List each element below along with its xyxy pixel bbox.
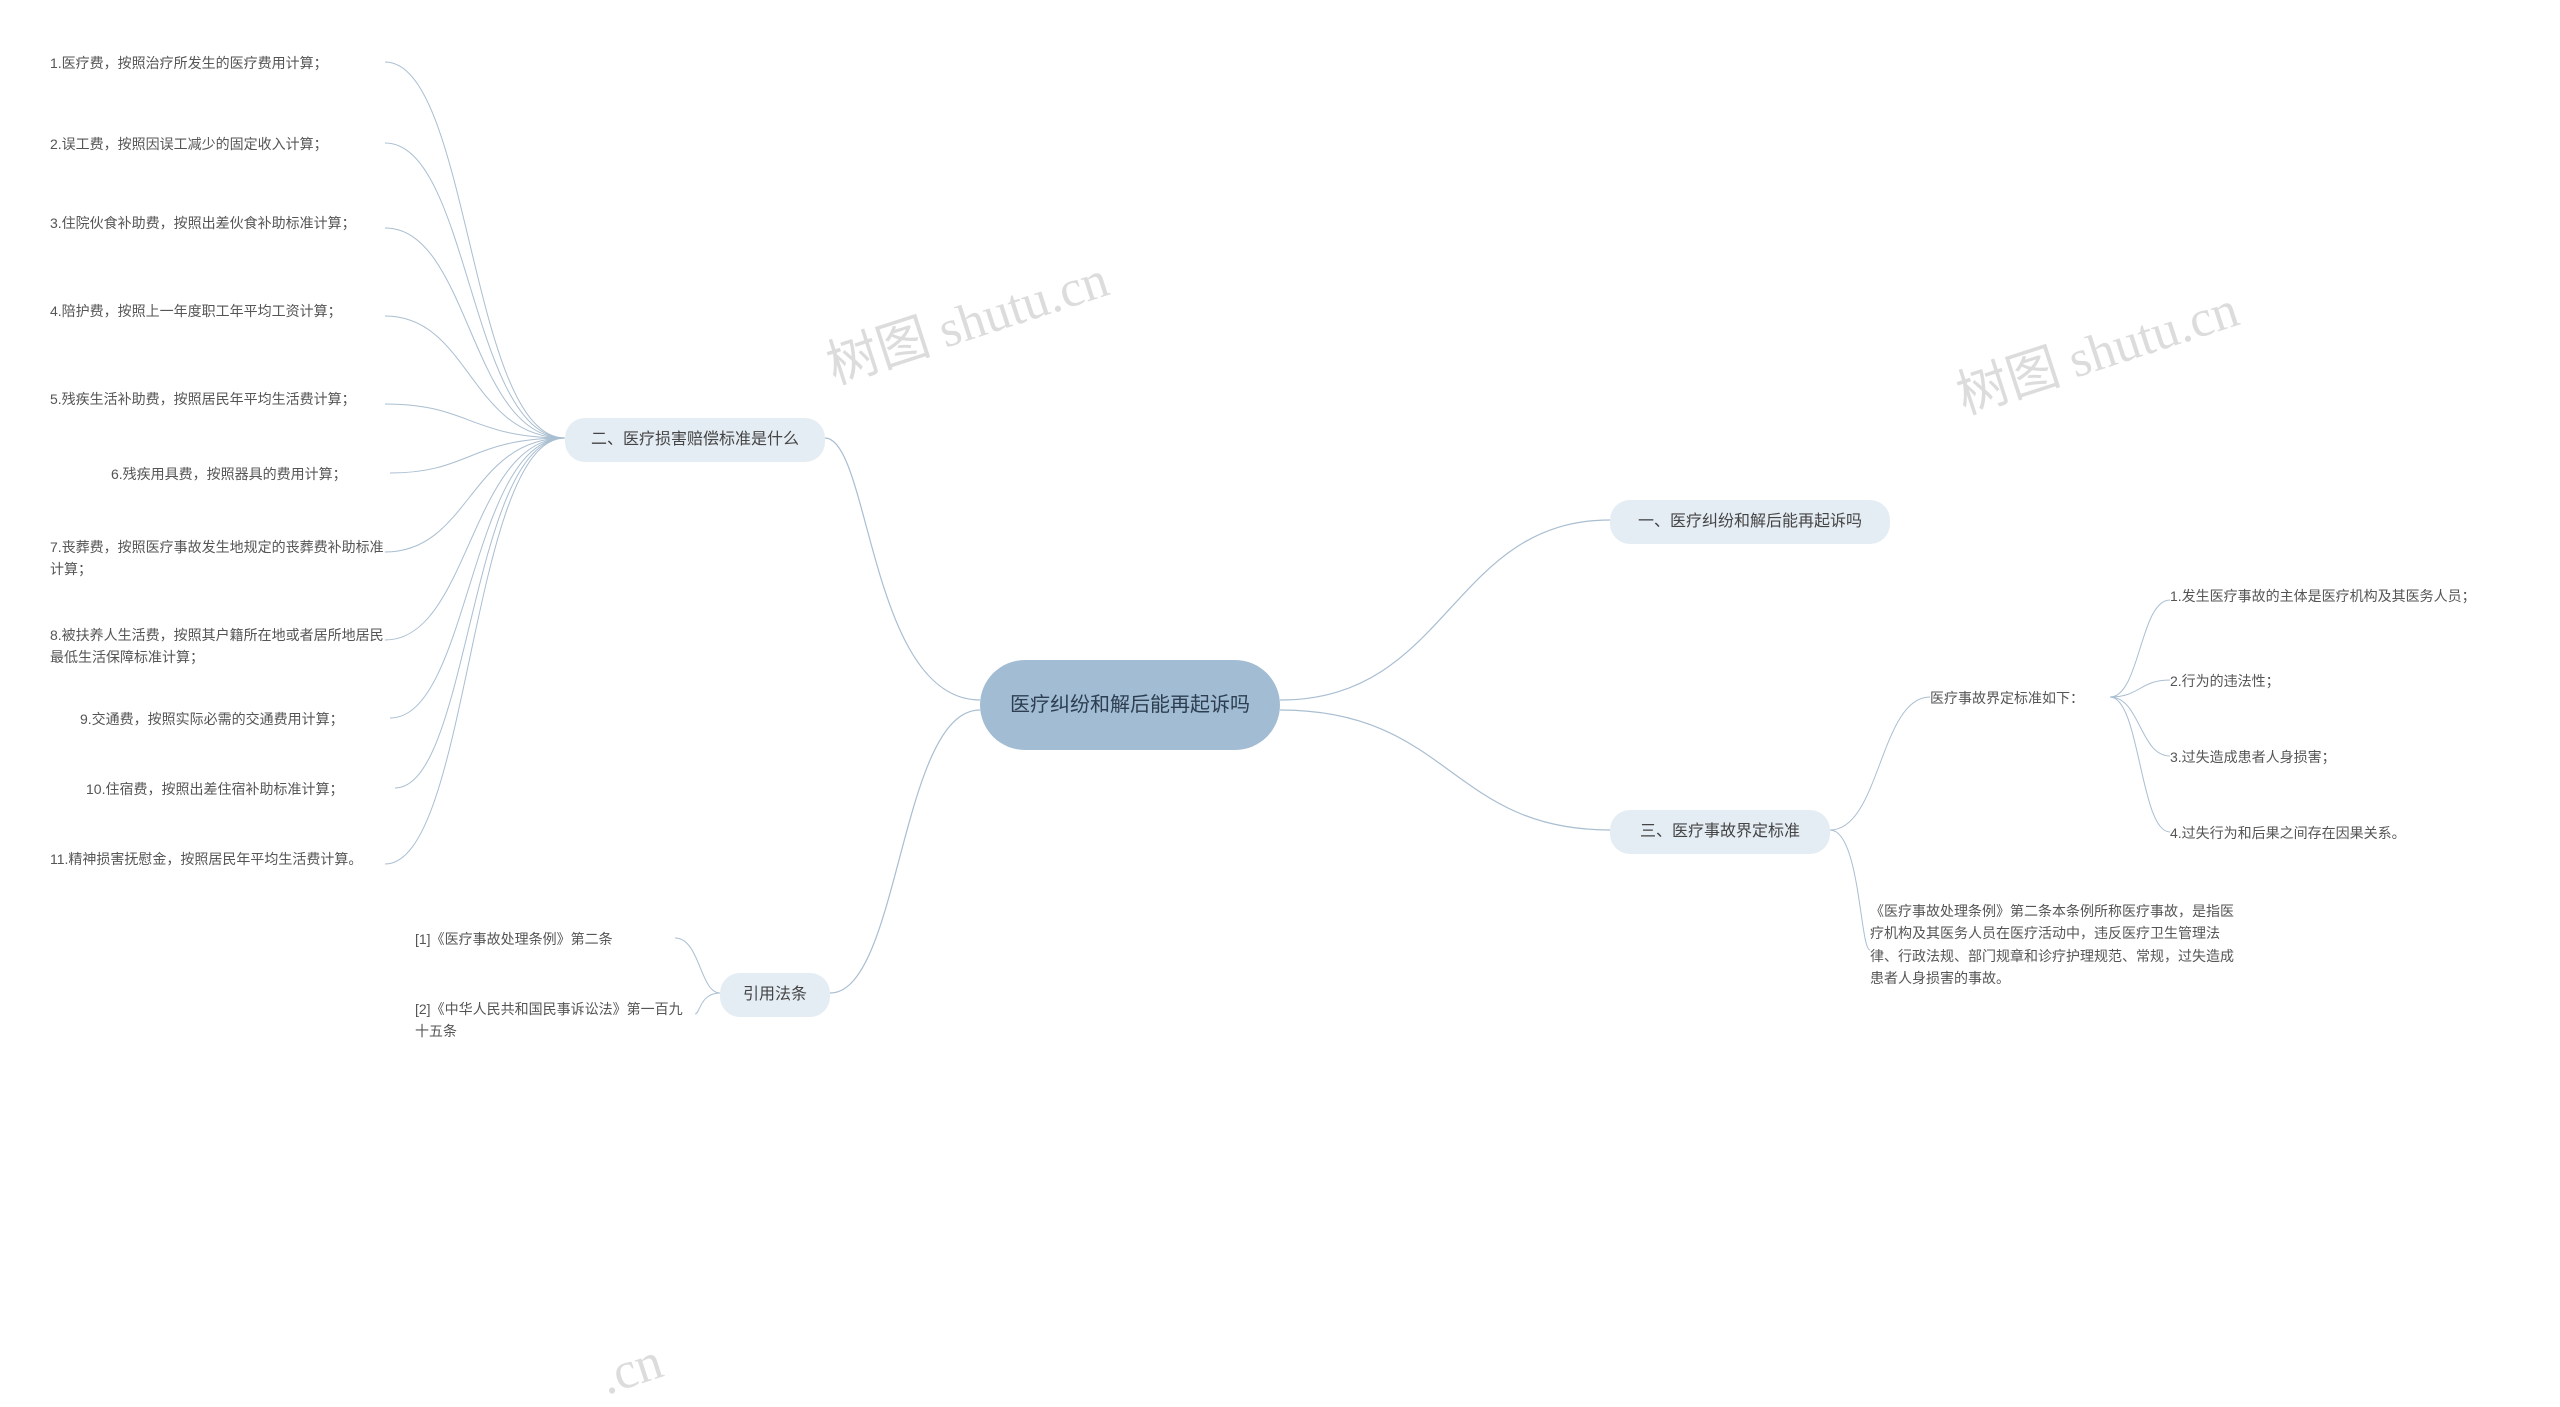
leaf-node: 3.过失造成患者人身损害；: [2170, 746, 2420, 768]
leaf-node: [1]《医疗事故处理条例》第二条: [415, 928, 675, 950]
root-label: 医疗纠纷和解后能再起诉吗: [1010, 690, 1250, 720]
leaf-node: 1.医疗费，按照治疗所发生的医疗费用计算；: [50, 52, 380, 74]
leaf-node: 7.丧葬费，按照医疗事故发生地规定的丧葬费补助标准计算；: [50, 536, 385, 581]
leaf-node: 2.误工费，按照因误工减少的固定收入计算；: [50, 133, 380, 155]
leaf-node: 1.发生医疗事故的主体是医疗机构及其医务人员；: [2170, 585, 2500, 607]
leaf-node: 3.住院伙食补助费，按照出差伙食补助标准计算；: [50, 212, 385, 234]
leaf-node: 2.行为的违法性；: [2170, 670, 2370, 692]
branch-label: 引用法条: [743, 983, 807, 1007]
leaf-node: 9.交通费，按照实际必需的交通费用计算；: [80, 708, 390, 730]
leaf-node: [2]《中华人民共和国民事诉讼法》第一百九十五条: [415, 998, 695, 1043]
branch-node-1: 一、医疗纠纷和解后能再起诉吗: [1610, 500, 1890, 544]
leaf-node: 8.被扶养人生活费，按照其户籍所在地或者居所地居民最低生活保障标准计算；: [50, 624, 385, 669]
leaf-node: 11.精神损害抚慰金，按照居民年平均生活费计算。: [50, 848, 385, 870]
branch-label: 三、医疗事故界定标准: [1640, 820, 1800, 844]
leaf-node: 6.残疾用具费，按照器具的费用计算；: [111, 463, 391, 485]
leaf-node: 10.住宿费，按照出差住宿补助标准计算；: [86, 778, 396, 800]
leaf-node: 医疗事故界定标准如下：: [1930, 687, 2110, 709]
leaf-node: 《医疗事故处理条例》第二条本条例所称医疗事故，是指医疗机构及其医务人员在医疗活动…: [1870, 900, 2240, 990]
branch-label: 一、医疗纠纷和解后能再起诉吗: [1638, 510, 1862, 534]
leaf-node: 4.过失行为和后果之间存在因果关系。: [2170, 822, 2490, 844]
branch-node-3: 三、医疗事故界定标准: [1610, 810, 1830, 854]
branch-node-2: 二、医疗损害赔偿标准是什么: [565, 418, 825, 462]
leaf-node: 4.陪护费，按照上一年度职工年平均工资计算；: [50, 300, 385, 322]
connector-layer: [0, 0, 2560, 1397]
branch-node-4: 引用法条: [720, 973, 830, 1017]
watermark: .cn: [592, 1332, 669, 1407]
watermark: 树图 shutu.cn: [816, 237, 1117, 398]
branch-label: 二、医疗损害赔偿标准是什么: [591, 428, 799, 452]
root-node: 医疗纠纷和解后能再起诉吗: [980, 660, 1280, 750]
leaf-node: 5.残疾生活补助费，按照居民年平均生活费计算；: [50, 388, 385, 410]
watermark: 树图 shutu.cn: [1946, 267, 2247, 428]
